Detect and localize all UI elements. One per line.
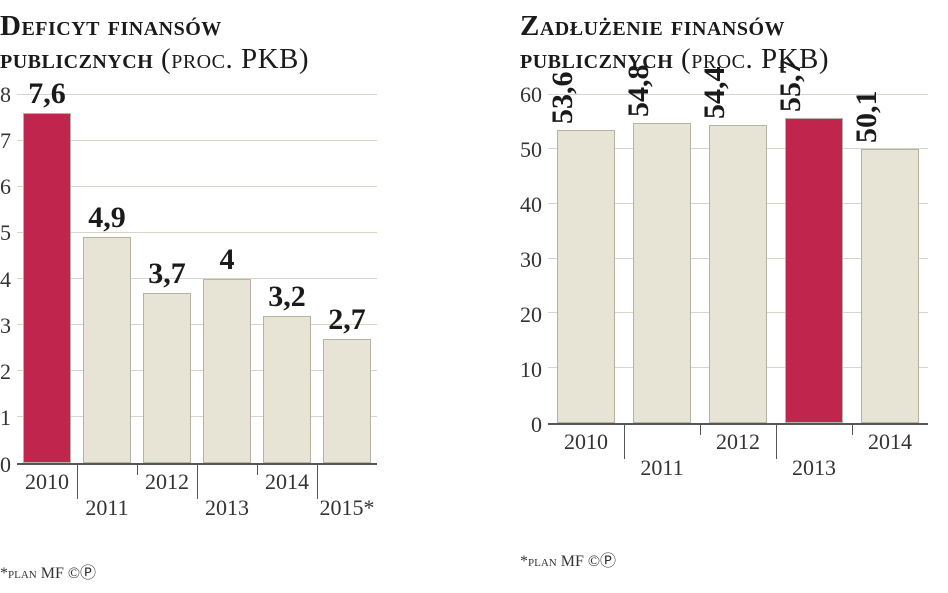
deficit-bar: [203, 279, 251, 463]
deficit-bar-wrap: 3,7: [137, 95, 197, 463]
debt-x-tick: 2013: [776, 425, 852, 485]
debt-bar-wrap: 50,1: [852, 95, 928, 423]
deficit-x-tick: 2013: [197, 465, 257, 497]
deficit-bar-value: 7,6: [28, 77, 66, 111]
deficit-bar: [263, 316, 311, 463]
debt-bar-value: 53,6: [546, 71, 580, 124]
deficit-bar-value: 4,9: [88, 201, 126, 235]
deficit-x-label: 2012: [145, 469, 189, 495]
deficit-x-tick: 2015*: [317, 465, 377, 497]
deficit-x-tick: 2014: [257, 465, 317, 497]
debt-x-label: 2010: [564, 429, 608, 455]
deficit-y-axis: 876543210: [0, 95, 17, 465]
debt-plot: 53,654,854,455,750,1: [548, 95, 928, 425]
deficit-bar-value: 2,7: [328, 303, 366, 337]
deficit-x-label: 2014: [265, 469, 309, 495]
deficit-title: Deficyt finansówpublicznych (proc. PKB): [0, 10, 377, 77]
deficit-chart-area: 8765432107,6 4,9 3,7 4 3,2 2,7: [0, 95, 377, 465]
debt-x-tick: 2014: [852, 425, 928, 485]
deficit-bar-wrap: 4: [197, 95, 257, 463]
debt-y-axis: 6050403020100: [520, 95, 548, 425]
deficit-bar-value: 3,2: [268, 280, 306, 314]
debt-x-tick: 2010: [548, 425, 624, 485]
deficit-bar: [23, 113, 71, 463]
debt-chart-panel: Zadłużenie finansówpublicznych (proc. PK…: [520, 10, 928, 583]
deficit-bar: [83, 237, 131, 462]
debt-bar-value: 54,4: [698, 67, 732, 120]
deficit-footnote: *plan MF ©Ⓟ: [0, 559, 377, 583]
debt-x-label: 2013: [792, 455, 836, 481]
deficit-bar: [323, 339, 371, 463]
deficit-bar-value: 3,7: [148, 257, 186, 291]
deficit-x-tick: 2012: [137, 465, 197, 497]
debt-bar-value: 55,7: [774, 60, 808, 113]
debt-chart-area: 605040302010053,654,854,455,750,1: [520, 95, 928, 425]
deficit-bar-wrap: 4,9: [77, 95, 137, 463]
debt-bar: [557, 130, 615, 423]
debt-bar-wrap: 55,7: [776, 95, 852, 423]
deficit-bar-wrap: 3,2: [257, 95, 317, 463]
debt-x-tick: 2012: [700, 425, 776, 485]
debt-bar: [709, 125, 767, 422]
debt-bar-wrap: 53,6: [548, 95, 624, 423]
deficit-x-label: 2013: [205, 495, 249, 521]
debt-x-label: 2011: [640, 455, 683, 481]
deficit-bar: [143, 293, 191, 463]
debt-footnote: *plan MF ©Ⓟ: [520, 547, 928, 571]
debt-bar-value: 50,1: [850, 90, 884, 143]
deficit-x-tick: 2011: [77, 465, 137, 497]
deficit-bar-wrap: 2,7: [317, 95, 377, 463]
deficit-plot: 7,6 4,9 3,7 4 3,2 2,7: [17, 95, 377, 465]
deficit-x-label: 2011: [85, 495, 128, 521]
deficit-x-tick: 2010: [17, 465, 77, 497]
debt-x-label: 2014: [868, 429, 912, 455]
debt-bar: [785, 118, 843, 422]
debt-bar: [861, 149, 919, 423]
deficit-x-axis: 2010 2011 2012 2013 2014 2015*: [17, 465, 377, 497]
debt-bar-value: 54,8: [622, 65, 656, 118]
debt-x-axis: 2010 2011 2012 2013 2014: [548, 425, 928, 485]
debt-x-label: 2012: [716, 429, 760, 455]
debt-bar-wrap: 54,4: [700, 95, 776, 423]
deficit-x-label: 2015*: [320, 495, 375, 521]
debt-bar: [633, 123, 691, 423]
deficit-chart-panel: Deficyt finansówpublicznych (proc. PKB) 8…: [0, 10, 377, 583]
deficit-bar-value: 4: [220, 243, 235, 277]
deficit-x-label: 2010: [25, 469, 69, 495]
deficit-bar-wrap: 7,6: [17, 95, 77, 463]
debt-x-tick: 2011: [624, 425, 700, 485]
debt-bar-wrap: 54,8: [624, 95, 700, 423]
